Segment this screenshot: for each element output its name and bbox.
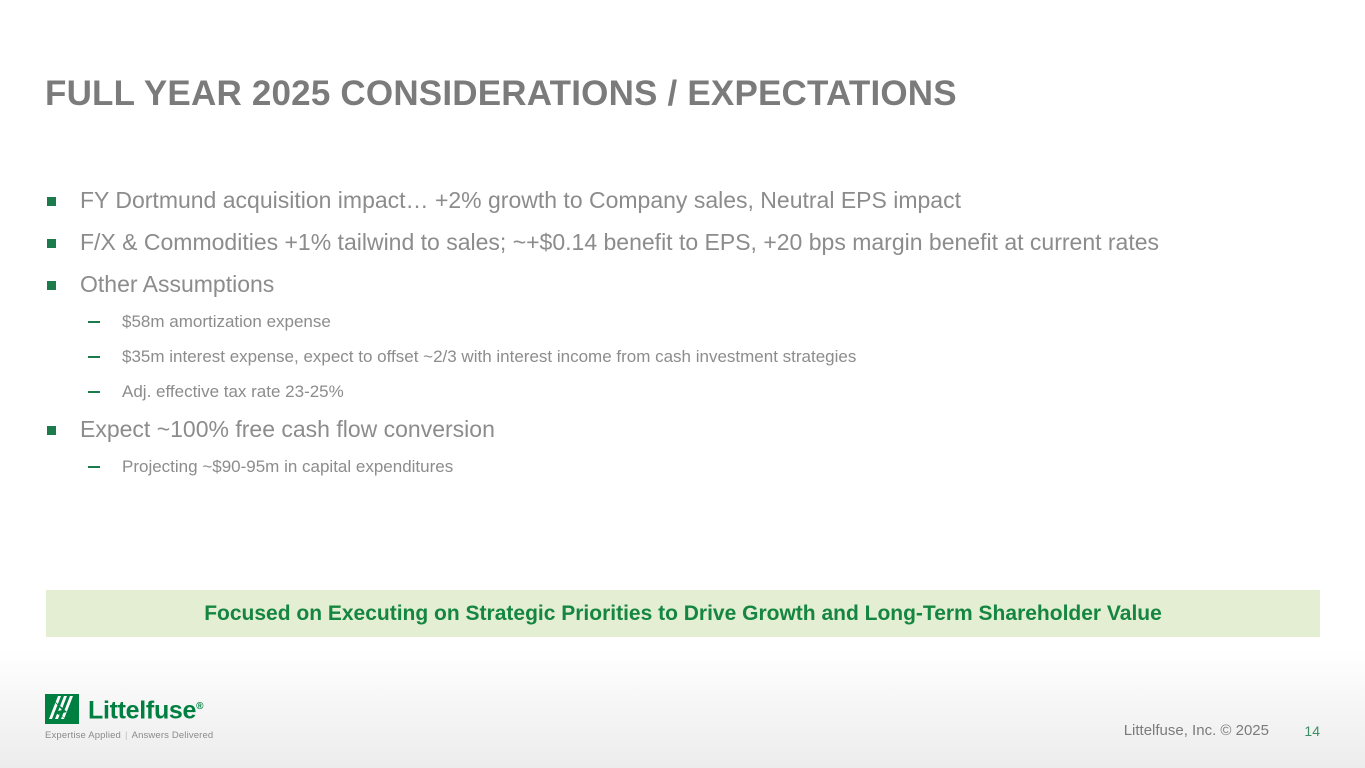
dash-bullet-icon bbox=[88, 391, 100, 393]
copyright-text: Littelfuse, Inc. © 2025 bbox=[1123, 722, 1269, 739]
bullet-item: F/X & Commodities +1% tailwind to sales;… bbox=[45, 228, 1320, 257]
page-number: 14 bbox=[1304, 723, 1320, 739]
sub-bullet-group: Projecting ~$90-95m in capital expenditu… bbox=[45, 455, 1320, 479]
dash-bullet-icon bbox=[88, 356, 100, 358]
logo-tagline: Expertise Applied | Answers Delivered bbox=[45, 730, 213, 741]
littelfuse-logo-icon bbox=[45, 694, 79, 724]
logo-wordmark-text: Littelfuse bbox=[88, 696, 197, 725]
littelfuse-logo: Littelfuse® Expertise Applied | Answers De… bbox=[45, 694, 213, 741]
dash-bullet-icon bbox=[88, 466, 100, 468]
logo-wordmark: Littelfuse® bbox=[88, 694, 204, 725]
bullet-text: Other Assumptions bbox=[80, 271, 275, 297]
highlight-banner: Focused on Executing on Strategic Priori… bbox=[46, 590, 1320, 637]
square-bullet-icon bbox=[47, 197, 56, 206]
bullet-text: F/X & Commodities +1% tailwind to sales;… bbox=[80, 229, 1160, 255]
highlight-banner-text: Focused on Executing on Strategic Priori… bbox=[204, 601, 1162, 625]
sub-bullet-text: Projecting ~$90-95m in capital expenditu… bbox=[122, 457, 454, 476]
sub-bullet-item: $58m amortization expense bbox=[45, 310, 1320, 334]
square-bullet-icon bbox=[47, 426, 56, 435]
logo-tagline-separator: | bbox=[124, 730, 128, 741]
sub-bullet-item: Adj. effective tax rate 23-25% bbox=[45, 380, 1320, 404]
logo-tagline-right: Answers Delivered bbox=[131, 730, 214, 741]
slide-footer: Littelfuse® Expertise Applied | Answers De… bbox=[0, 650, 1365, 768]
logo-row: Littelfuse® bbox=[45, 694, 213, 724]
registered-trademark-icon: ® bbox=[196, 701, 204, 712]
sub-bullet-text: Adj. effective tax rate 23-25% bbox=[122, 382, 344, 401]
sub-bullet-group: $58m amortization expense $35m interest … bbox=[45, 310, 1320, 404]
sub-bullet-item: Projecting ~$90-95m in capital expenditu… bbox=[45, 455, 1320, 479]
sub-bullet-item: $35m interest expense, expect to offset … bbox=[45, 345, 1320, 369]
dash-bullet-icon bbox=[88, 321, 100, 323]
bullet-text: Expect ~100% free cash flow conversion bbox=[80, 416, 495, 442]
page-title: FULL YEAR 2025 CONSIDERATIONS / EXPECTAT… bbox=[45, 74, 957, 113]
sub-bullet-text: $58m amortization expense bbox=[122, 312, 331, 331]
square-bullet-icon bbox=[47, 281, 56, 290]
logo-tagline-left: Expertise Applied bbox=[45, 730, 121, 741]
bullet-list: FY Dortmund acquisition impact… +2% grow… bbox=[45, 186, 1320, 490]
bullet-item: Other Assumptions bbox=[45, 270, 1320, 299]
bullet-item: Expect ~100% free cash flow conversion bbox=[45, 415, 1320, 444]
square-bullet-icon bbox=[47, 239, 56, 248]
bullet-text: FY Dortmund acquisition impact… +2% grow… bbox=[80, 187, 961, 213]
bullet-item: FY Dortmund acquisition impact… +2% grow… bbox=[45, 186, 1320, 215]
sub-bullet-text: $35m interest expense, expect to offset … bbox=[122, 347, 857, 366]
